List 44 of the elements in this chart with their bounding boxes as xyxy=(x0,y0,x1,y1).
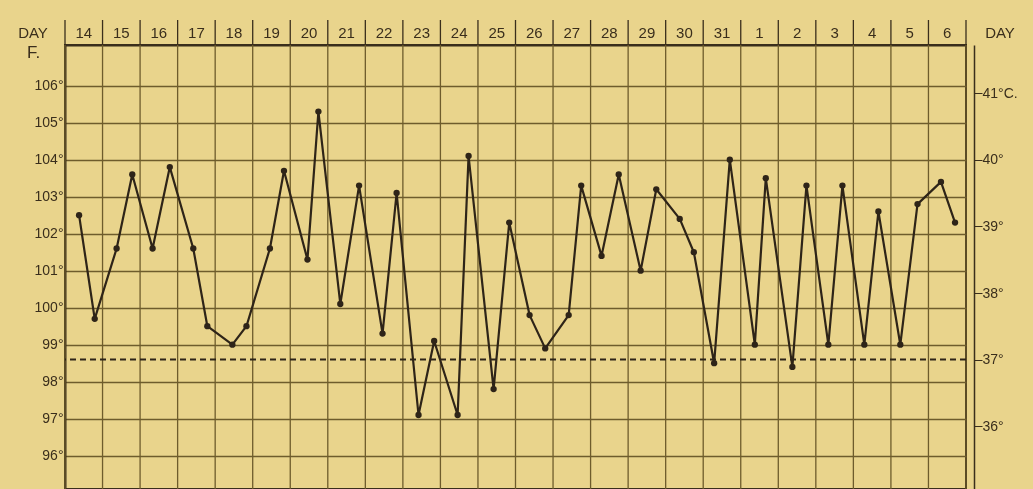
y2-tick-label: 40° xyxy=(982,151,1004,168)
y-tick-label: 106° xyxy=(34,77,64,94)
y-tick-label: 100° xyxy=(34,299,64,316)
y-tick-label: 97° xyxy=(42,410,64,427)
x-tick-label: 5 xyxy=(905,24,914,41)
x-tick-label: 22 xyxy=(375,24,393,41)
x-tick-label: 2 xyxy=(792,24,802,41)
x-tick-label: 21 xyxy=(338,24,355,41)
y2-tick-label: 39° xyxy=(982,217,1004,234)
y-tick-label: 103° xyxy=(34,188,64,205)
x-tick-label: 29 xyxy=(638,24,656,41)
x-tick-label: 27 xyxy=(563,24,581,41)
y2-tick-label: 37° xyxy=(982,351,1004,368)
x-tick-label: 17 xyxy=(188,24,205,41)
y-tick-label: 104° xyxy=(34,151,64,168)
x-tick-label: 1 xyxy=(755,24,764,41)
x-axis-title: DAY xyxy=(18,24,48,41)
x-tick-label: 28 xyxy=(601,24,618,41)
x-tick-label: 20 xyxy=(300,24,318,41)
x-tick-label: 18 xyxy=(225,24,243,41)
y-tick-label: 96° xyxy=(42,447,64,464)
x-tick-label: 6 xyxy=(943,24,952,41)
x-tick-label: 25 xyxy=(488,24,506,41)
text: DAY xyxy=(985,24,1015,41)
y-tick-label: 101° xyxy=(34,262,64,279)
x-tick-label: 14 xyxy=(75,24,93,41)
y-tick-label: 99° xyxy=(42,336,64,353)
x-tick-label: 26 xyxy=(525,24,543,41)
x-tick-label: 30 xyxy=(676,24,693,41)
y-axis-title: F. xyxy=(26,42,41,62)
x-tick-label: 24 xyxy=(450,24,468,41)
x-tick-label: 23 xyxy=(413,24,430,41)
x-tick-label: 15 xyxy=(112,24,130,41)
y2-tick-label: 36° xyxy=(982,417,1004,434)
x-tick-label: 31 xyxy=(713,24,731,41)
y-tick-label: 102° xyxy=(34,225,64,242)
y-tick-label: 105° xyxy=(34,114,64,131)
x-tick-label: 19 xyxy=(263,24,280,41)
y2-tick-label: 38° xyxy=(982,284,1004,301)
x-tick-label: 16 xyxy=(150,24,168,41)
y-tick-label: 98° xyxy=(42,373,64,390)
x-tick-label: 4 xyxy=(867,24,877,41)
x-tick-label: 3 xyxy=(830,24,839,41)
y2-tick-label: 41°C. xyxy=(982,84,1018,101)
